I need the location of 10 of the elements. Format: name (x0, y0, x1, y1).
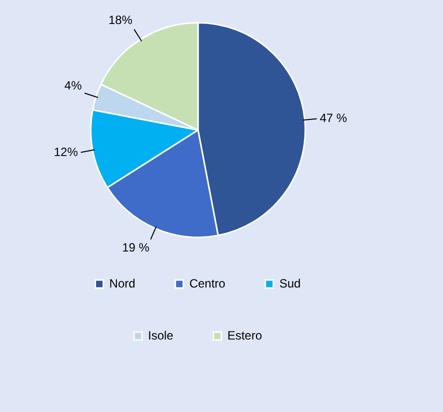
data-label: 12% (54, 145, 78, 160)
data-label: 4% (64, 78, 82, 93)
legend-label: Estero (227, 328, 262, 342)
data-label: 18% (108, 13, 133, 28)
data-label: 47 % (320, 110, 348, 125)
legend-label: Nord (109, 276, 136, 290)
legend-label: Centro (189, 276, 226, 290)
legend-label: Isole (148, 328, 174, 342)
data-label: 19 % (122, 240, 150, 255)
legend-label: Sud (279, 276, 301, 290)
